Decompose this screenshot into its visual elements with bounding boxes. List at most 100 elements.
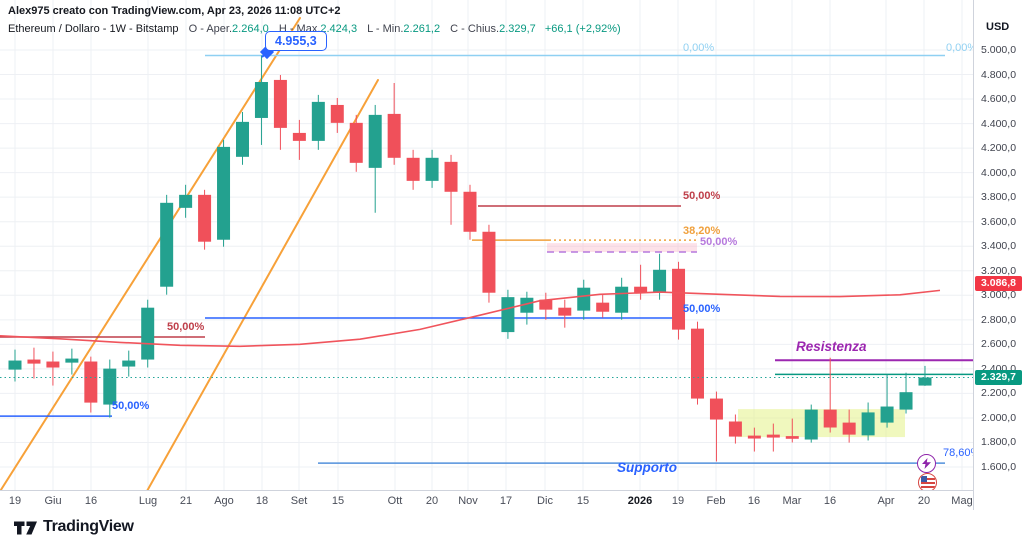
price-tick-label: 3.400,0 bbox=[981, 240, 1017, 253]
candle-body bbox=[766, 434, 780, 438]
candle-body bbox=[482, 231, 496, 293]
symbol-legend[interactable]: Ethereum / Dollaro - 1W - Bitstamp O - A… bbox=[8, 23, 621, 35]
candle-body bbox=[804, 409, 818, 440]
date-tick-label: 19 bbox=[8, 495, 22, 507]
candle-body bbox=[672, 268, 686, 330]
candle-body bbox=[596, 302, 610, 312]
price-tick-label: 1.600,0 bbox=[981, 461, 1017, 473]
date-tick-label: 15 bbox=[576, 495, 590, 507]
date-tick-label: 2026 bbox=[627, 495, 653, 507]
candle-body bbox=[728, 421, 742, 437]
candle-body bbox=[558, 307, 572, 316]
candle-body bbox=[539, 299, 553, 310]
currency-label: USD bbox=[986, 21, 1010, 33]
price-tick-label: 3.200,0 bbox=[981, 264, 1017, 277]
date-tick-label: Feb bbox=[706, 495, 726, 507]
price-tick-label: 3.000,0 bbox=[981, 289, 1017, 302]
chart-canvas[interactable] bbox=[0, 0, 973, 490]
candle-body bbox=[8, 360, 22, 370]
yellow-zone bbox=[738, 409, 905, 438]
candle-body bbox=[254, 82, 268, 118]
ma-price-badge: 3.086,8 bbox=[975, 276, 1022, 291]
candle-body bbox=[387, 113, 401, 158]
candle-body bbox=[330, 104, 344, 123]
date-tick-label: Mag bbox=[951, 495, 973, 507]
date-tick-label: 16 bbox=[84, 495, 98, 507]
candle-body bbox=[842, 422, 856, 435]
lightning-event-icon[interactable] bbox=[917, 454, 936, 473]
candle-body bbox=[880, 406, 894, 423]
candle-body bbox=[273, 79, 287, 128]
candle-body bbox=[634, 286, 648, 293]
footer: TradingView bbox=[0, 511, 1024, 548]
candle-body bbox=[501, 297, 515, 333]
price-tick-label: 2.600,0 bbox=[981, 338, 1017, 351]
symbol-title[interactable]: Ethereum / Dollaro - 1W - Bitstamp bbox=[8, 23, 179, 35]
price-tick-label: 2.000,0 bbox=[981, 411, 1017, 424]
open-label: O - Aper. bbox=[188, 23, 233, 35]
ma-line bbox=[0, 289, 941, 348]
candle-body bbox=[463, 191, 477, 232]
candle-body bbox=[823, 409, 837, 428]
fib-zero-label-2: 0,00% bbox=[946, 42, 978, 54]
price-tick-label: 4.000,0 bbox=[981, 166, 1017, 179]
date-tick-label: 17 bbox=[499, 495, 513, 507]
resistenza-label[interactable]: Resistenza bbox=[796, 339, 867, 354]
date-tick-label: Ago bbox=[214, 495, 234, 507]
us-flag-glyph bbox=[920, 475, 935, 490]
candle-body bbox=[217, 146, 231, 240]
price-axis[interactable]: USD 5.000,0 4.800,0 4.600,0 4.400,0 4.200,0 4… bbox=[973, 0, 1024, 510]
candle-body bbox=[84, 361, 98, 403]
low-label: L - Min. bbox=[367, 23, 404, 35]
channel-upper bbox=[0, 17, 301, 490]
fib-382-label: 38,20% bbox=[683, 225, 721, 237]
candle-body bbox=[615, 286, 629, 313]
price-tick-label: 2.800,0 bbox=[981, 313, 1017, 326]
price-tick-label: 4.600,0 bbox=[981, 93, 1017, 106]
date-tick-label: Dic bbox=[537, 495, 553, 507]
candle-body bbox=[141, 307, 155, 360]
date-tick-label: Apr bbox=[877, 495, 895, 507]
price-tick-label: 1.800,0 bbox=[981, 436, 1017, 449]
fib-50-right-label: 50,00% bbox=[683, 190, 721, 202]
candle-body bbox=[861, 412, 875, 436]
candle-body bbox=[65, 358, 79, 363]
tradingview-logo[interactable]: TradingView bbox=[14, 518, 134, 536]
pink-zone bbox=[547, 243, 697, 252]
supporto-label[interactable]: Supporto bbox=[617, 460, 677, 475]
candle-body bbox=[198, 194, 212, 242]
candle-body bbox=[46, 361, 60, 368]
candle-body bbox=[235, 121, 249, 157]
date-tick-label: 20 bbox=[917, 495, 931, 507]
candle-body bbox=[520, 297, 534, 313]
candle-body bbox=[444, 161, 458, 192]
high-callout[interactable]: 4.955,3 bbox=[265, 31, 327, 51]
date-tick-label: Lug bbox=[138, 495, 158, 507]
candle-body bbox=[160, 202, 174, 287]
price-tick-label: 3.800,0 bbox=[981, 191, 1017, 204]
candle-body bbox=[292, 132, 306, 141]
date-tick-label: 19 bbox=[671, 495, 685, 507]
channel-lower bbox=[146, 79, 379, 490]
date-tick-label: 20 bbox=[425, 495, 439, 507]
fib-50-mid-label: 50,00% bbox=[683, 303, 721, 315]
close-value: 2.329,7 bbox=[499, 23, 536, 35]
candle-body bbox=[179, 194, 193, 208]
date-axis[interactable]: 19 Giu 16 Lug 21 Ago 18 Set 15 Ott 20 Nov 17 Dic 15 202… bbox=[0, 490, 1024, 512]
tradingview-logo-icon bbox=[14, 521, 37, 534]
date-tick-label: 21 bbox=[179, 495, 193, 507]
candle-body bbox=[785, 436, 799, 439]
candle-body bbox=[577, 287, 591, 311]
close-label: C - Chius. bbox=[450, 23, 500, 35]
candle-body bbox=[349, 122, 363, 163]
date-tick-label: 15 bbox=[331, 495, 345, 507]
date-tick-label: 16 bbox=[747, 495, 761, 507]
change-value: +66,1 (+2,92%) bbox=[544, 23, 621, 35]
fib-786-label: 78,60% bbox=[943, 447, 981, 459]
date-tick-label: Set bbox=[290, 495, 308, 507]
candle-body bbox=[899, 392, 913, 410]
candle-body bbox=[122, 360, 136, 367]
fib-zero-label-1: 0,00% bbox=[683, 42, 715, 54]
price-tick-label: 4.400,0 bbox=[981, 117, 1017, 130]
